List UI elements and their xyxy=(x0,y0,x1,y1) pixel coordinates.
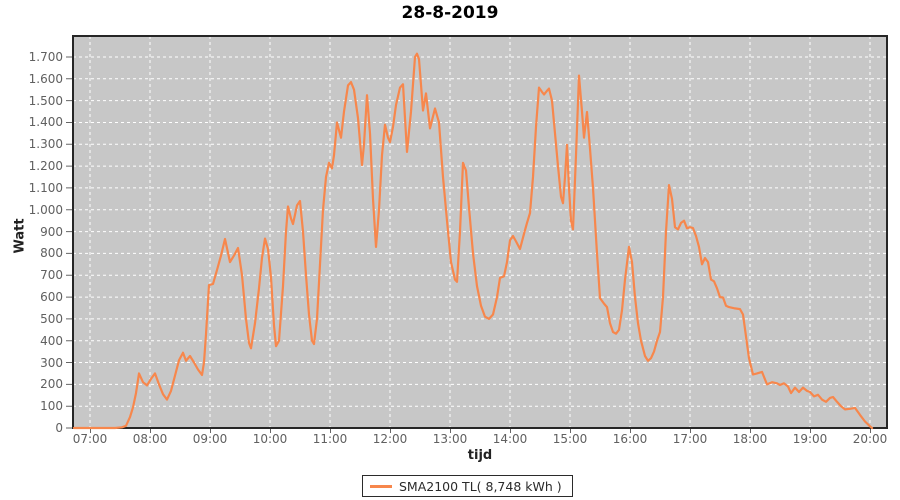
x-tick-label: 14:00 xyxy=(492,432,528,446)
y-tick-label: 400 xyxy=(40,333,63,348)
y-tick-label: 300 xyxy=(40,355,63,370)
y-tick-label: 1.400 xyxy=(28,115,63,130)
grid-lines xyxy=(73,36,887,428)
legend: SMA2100 TL( 8,748 kWh ) xyxy=(362,475,573,497)
axis-tick-marks xyxy=(66,56,871,433)
power-series-line xyxy=(72,52,874,430)
y-tick-label: 800 xyxy=(40,246,63,261)
x-tick-label: 15:00 xyxy=(552,432,588,446)
y-tick-label: 1.000 xyxy=(28,202,63,217)
x-tick-label: 09:00 xyxy=(192,432,228,446)
x-tick-label: 10:00 xyxy=(252,432,288,446)
x-tick-label: 19:00 xyxy=(792,432,828,446)
y-tick-label: 900 xyxy=(40,224,63,239)
x-tick-label: 16:00 xyxy=(612,432,648,446)
legend-series-label: SMA2100 TL( 8,748 kWh ) xyxy=(399,478,562,494)
y-tick-label: 600 xyxy=(40,290,63,305)
plot-border xyxy=(72,35,888,429)
y-tick-label: 700 xyxy=(40,268,63,283)
x-tick-label: 08:00 xyxy=(132,432,168,446)
x-tick-label: 12:00 xyxy=(372,432,408,446)
y-tick-label: 1.600 xyxy=(28,71,63,86)
y-tick-label: 1.500 xyxy=(28,93,63,108)
x-tick-label: 07:00 xyxy=(72,432,108,446)
y-tick-label: 500 xyxy=(40,311,63,326)
y-tick-label: 100 xyxy=(40,399,63,414)
y-tick-label: 0 xyxy=(55,421,63,435)
chart-title: 28-8-2019 xyxy=(401,3,499,23)
y-tick-label: 1.100 xyxy=(28,180,63,195)
y-tick-label: 1.200 xyxy=(28,159,63,174)
x-tick-label: 17:00 xyxy=(672,432,708,446)
x-tick-label: 11:00 xyxy=(312,432,348,446)
x-tick-label: 20:00 xyxy=(852,432,888,446)
x-tick-label: 18:00 xyxy=(732,432,768,446)
series-color-sample-icon xyxy=(370,484,392,488)
x-axis-title: tijd xyxy=(467,448,493,463)
y-tick-label: 200 xyxy=(40,377,63,392)
x-tick-label: 13:00 xyxy=(432,432,468,446)
y-tick-label: 1.300 xyxy=(28,137,63,152)
y-tick-label: 1.700 xyxy=(28,50,63,64)
